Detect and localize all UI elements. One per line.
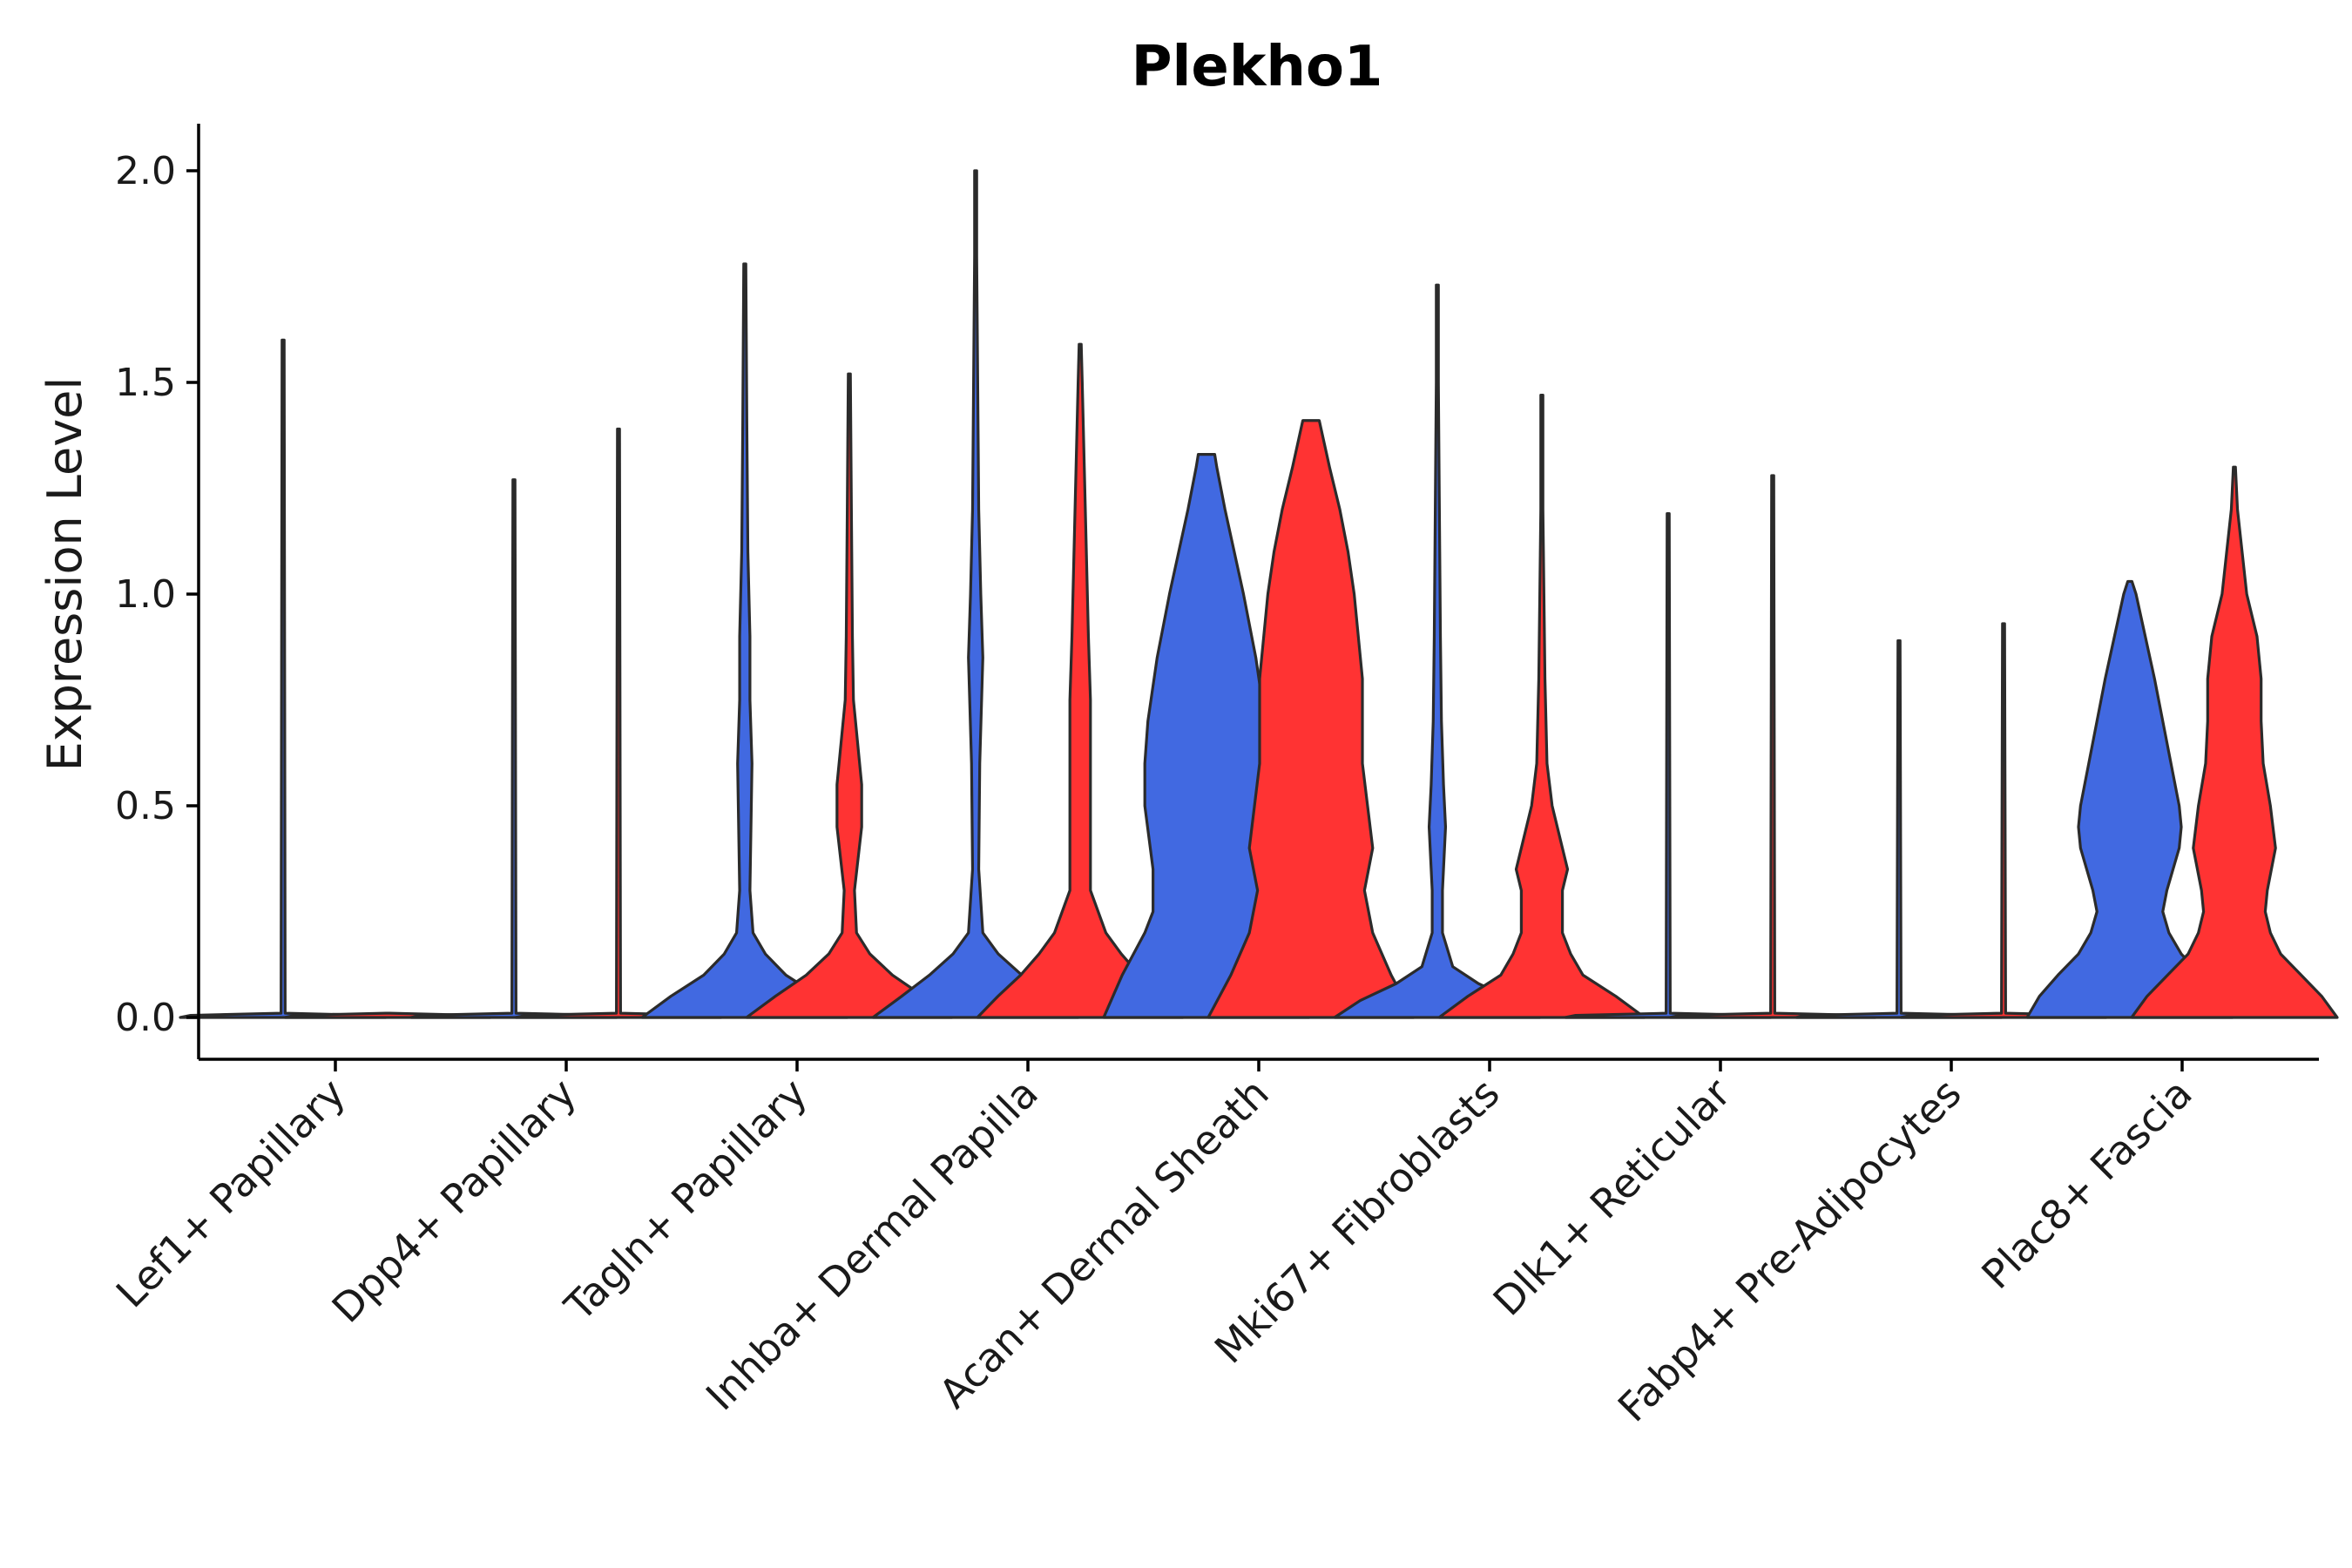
y-tick-label: 1.0 — [115, 572, 176, 617]
violin-group_a-0 — [179, 338, 388, 1019]
x-tick-label: Dpp4+ Papillary — [323, 1070, 585, 1332]
violin-group_a-6 — [1564, 512, 1773, 1019]
violin-group_b-5 — [1437, 393, 1646, 1019]
violin-group_a-3 — [871, 169, 1080, 1019]
violin-group_a-7 — [1794, 639, 2004, 1019]
y-tick-label: 0.5 — [115, 784, 176, 828]
violin-group_b-1 — [514, 427, 723, 1019]
x-tick-label: Dlk1+ Reticular — [1484, 1070, 1740, 1325]
violin-group_b-8 — [2130, 465, 2339, 1019]
x-tick-label: Lef1+ Papillary — [107, 1070, 355, 1317]
violin-group_b-2 — [745, 372, 954, 1019]
violin-group_a-2 — [640, 262, 849, 1019]
y-tick-label: 1.5 — [115, 361, 176, 405]
violin-group_a-5 — [1333, 283, 1542, 1019]
violin-group_b-3 — [976, 342, 1185, 1019]
violin-group_b-6 — [1668, 474, 1877, 1019]
violin-group_b-4 — [1206, 419, 1416, 1019]
x-tick-label: Plac8+ Fascia — [1972, 1070, 2200, 1298]
y-tick-label: 0.0 — [115, 996, 176, 1040]
violin-group_a-1 — [409, 478, 618, 1019]
y-tick-label: 2.0 — [115, 149, 176, 193]
violins-layer — [179, 169, 2339, 1019]
y-axis-title: Expression Level — [37, 377, 92, 772]
violin-group_a-8 — [2025, 579, 2234, 1019]
x-tick-label: Tagln+ Papillary — [555, 1070, 816, 1331]
chart-title: Plekho1 — [1132, 35, 1383, 99]
